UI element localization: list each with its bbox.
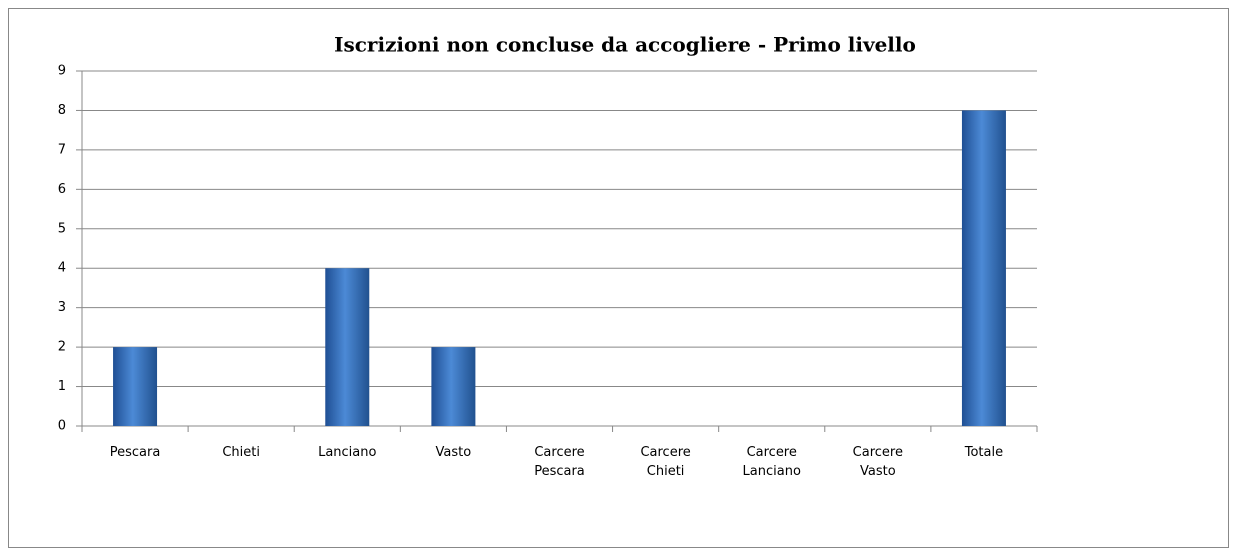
- x-tick-label: Carcere Lanciano: [742, 445, 801, 479]
- bar: [431, 347, 476, 426]
- bar: [325, 268, 370, 426]
- y-tick-label: 6: [58, 182, 66, 197]
- x-tick-label: Totale: [964, 445, 1004, 460]
- x-tick-label: Vasto: [435, 445, 472, 460]
- y-tick-label: 9: [58, 64, 66, 79]
- y-tick-label: 2: [58, 340, 66, 355]
- y-tick-label: 5: [58, 221, 66, 236]
- y-tick-label: 0: [58, 419, 66, 434]
- bar: [961, 110, 1006, 426]
- y-tick-label: 7: [58, 142, 66, 157]
- x-tick-label: Carcere Vasto: [852, 445, 903, 479]
- x-tick-label: Lanciano: [318, 445, 377, 460]
- bar: [113, 347, 158, 426]
- x-tick-label: Chieti: [222, 445, 260, 460]
- y-tick-label: 3: [58, 300, 66, 315]
- y-tick-label: 8: [58, 103, 66, 118]
- x-tick-label: Carcere Chieti: [640, 445, 691, 479]
- y-tick-label: 4: [58, 261, 66, 276]
- x-tick-label: Pescara: [109, 445, 161, 460]
- x-tick-label: Carcere Pescara: [534, 445, 585, 479]
- y-tick-label: 1: [58, 379, 66, 394]
- chart-title: Iscrizioni non concluse da accogliere - …: [334, 33, 916, 57]
